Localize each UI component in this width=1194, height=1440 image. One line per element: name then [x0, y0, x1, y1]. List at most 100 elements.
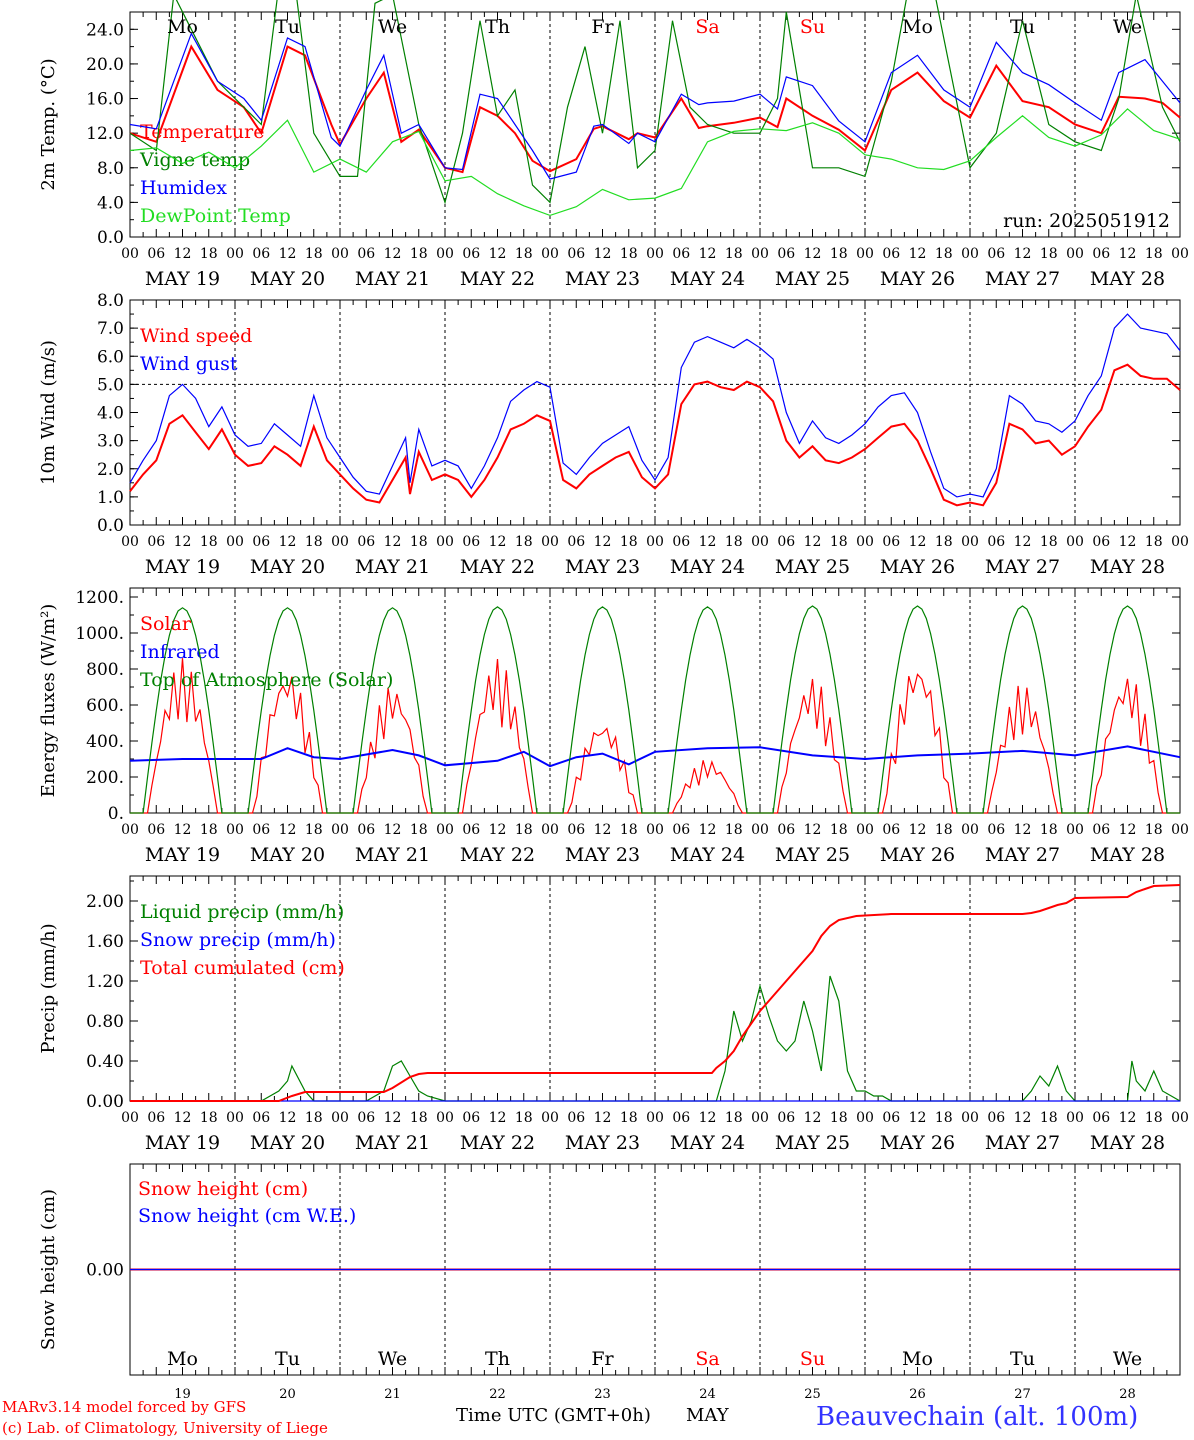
- temp-series-line: [129, 32, 1181, 180]
- snow-y-axis-label: Snow height (cm): [38, 1189, 59, 1350]
- precip-hour-label: 12: [594, 1110, 612, 1126]
- wind-frame: [129, 299, 1181, 526]
- precip-hour-label: 12: [1014, 1110, 1032, 1126]
- temp-legend-entry: Vigne temp: [139, 149, 250, 171]
- precip-hour-label: 06: [987, 1110, 1005, 1126]
- wind-hour-label: 00: [1066, 534, 1084, 550]
- wind-hour-label: 00: [856, 534, 874, 550]
- temp-day-label: Tu: [1010, 16, 1035, 38]
- temp-date-label: MAY 20: [250, 268, 325, 290]
- temp-hour-label: 00: [856, 246, 874, 262]
- x-axis-month: MAY: [686, 1405, 729, 1426]
- energy-hour-label: 12: [174, 822, 192, 838]
- wind-hour-label: 00: [751, 534, 769, 550]
- snow-legend-entry: Snow height (cm): [138, 1178, 308, 1200]
- temp-legend-entry: Humidex: [140, 177, 227, 199]
- wind-hour-label: 06: [987, 534, 1005, 550]
- temp-hour-label: 12: [384, 246, 402, 262]
- temp-day-label: Th: [485, 16, 510, 38]
- energy-hour-label: 06: [147, 822, 165, 838]
- energy-hour-label: 18: [830, 822, 848, 838]
- temp-hour-label: 06: [147, 246, 165, 262]
- wind-hour-label: 12: [594, 534, 612, 550]
- temp-hour-label: 12: [804, 246, 822, 262]
- energy-hour-label: 00: [121, 822, 139, 838]
- precip-hour-label: 00: [121, 1110, 139, 1126]
- wind-y-tick-label: 5.0: [97, 375, 124, 395]
- precip-hour-label: 18: [935, 1110, 953, 1126]
- precip-hour-label: 06: [777, 1110, 795, 1126]
- bottom-day-number: 19: [174, 1387, 191, 1402]
- energy-hour-label: 12: [1014, 822, 1032, 838]
- temp-hour-label: 00: [1171, 246, 1189, 262]
- credit-model: MARv3.14 model forced by GFS: [2, 1398, 247, 1416]
- wind-hour-label: 18: [200, 534, 218, 550]
- temp-y-axis-label: 2m Temp. (°C): [38, 58, 59, 190]
- wind-hour-label: 06: [252, 534, 270, 550]
- site-name: Beauvechain (alt. 100m): [816, 1402, 1139, 1432]
- precip-date-label: MAY 26: [880, 1132, 955, 1154]
- energy-y-tick-label: 200.: [86, 768, 124, 788]
- wind-hour-label: 12: [174, 534, 192, 550]
- precip-y-tick-label: 0.80: [86, 1012, 124, 1032]
- energy-hour-label: 18: [200, 822, 218, 838]
- wind-hour-label: 18: [410, 534, 428, 550]
- precip-hour-label: 12: [1119, 1110, 1137, 1126]
- temp-hour-label: 18: [935, 246, 953, 262]
- wind-date-label: MAY 25: [775, 556, 850, 578]
- credit-lab: (c) Lab. of Climatology, University of L…: [2, 1419, 328, 1437]
- energy-hour-label: 12: [384, 822, 402, 838]
- wind-hour-label: 00: [961, 534, 979, 550]
- temp-hour-label: 00: [751, 246, 769, 262]
- temp-date-label: MAY 21: [355, 268, 430, 290]
- precip-hour-label: 00: [436, 1110, 454, 1126]
- precip-hour-label: 12: [174, 1110, 192, 1126]
- wind-hour-label: 12: [1014, 534, 1032, 550]
- temp-hour-label: 12: [1014, 246, 1032, 262]
- energy-hour-label: 06: [462, 822, 480, 838]
- temp-hour-label: 00: [1066, 246, 1084, 262]
- bottom-day-number: 21: [384, 1387, 401, 1402]
- snow-day-label: We: [378, 1348, 407, 1370]
- temp-hour-label: 00: [121, 246, 139, 262]
- temp-day-label: Mo: [902, 16, 933, 38]
- snow-day-label: Sa: [695, 1348, 719, 1370]
- temp-hour-label: 18: [200, 246, 218, 262]
- wind-date-label: MAY 22: [460, 556, 535, 578]
- wind-hour-label: 06: [147, 534, 165, 550]
- run-label: run: 2025051912: [1003, 210, 1170, 232]
- temp-hour-label: 06: [987, 246, 1005, 262]
- energy-hour-label: 06: [882, 822, 900, 838]
- wind-hour-label: 12: [384, 534, 402, 550]
- precip-hour-label: 06: [357, 1110, 375, 1126]
- energy-hour-label: 00: [1066, 822, 1084, 838]
- energy-hour-label: 18: [305, 822, 323, 838]
- energy-date-label: MAY 28: [1090, 844, 1165, 866]
- precip-hour-label: 12: [699, 1110, 717, 1126]
- snow-y-tick-label: 0.00: [86, 1261, 124, 1281]
- temp-hour-label: 00: [436, 246, 454, 262]
- wind-series-line: [129, 363, 1181, 507]
- temp-hour-label: 06: [252, 246, 270, 262]
- bottom-day-number: 23: [594, 1387, 611, 1402]
- precip-hour-label: 18: [305, 1110, 323, 1126]
- wind-hour-label: 06: [777, 534, 795, 550]
- temp-hour-label: 18: [305, 246, 323, 262]
- temp-day-label: Mo: [167, 16, 198, 38]
- wind-hour-label: 00: [541, 534, 559, 550]
- wind-hour-label: 18: [1040, 534, 1058, 550]
- wind-hour-label: 00: [1171, 534, 1189, 550]
- temp-hour-label: 06: [1092, 246, 1110, 262]
- wind-hour-label: 18: [1145, 534, 1163, 550]
- precip-hour-label: 00: [1066, 1110, 1084, 1126]
- temp-series-line: [129, 108, 1181, 217]
- energy-hour-label: 18: [410, 822, 428, 838]
- energy-y-tick-label: 400.: [86, 732, 124, 752]
- energy-y-tick-label: 1200.: [75, 588, 124, 608]
- precip-date-label: MAY 24: [670, 1132, 745, 1154]
- bottom-day-number: 25: [804, 1387, 821, 1402]
- precip-hour-label: 12: [489, 1110, 507, 1126]
- temp-date-label: MAY 24: [670, 268, 745, 290]
- precip-hour-label: 18: [620, 1110, 638, 1126]
